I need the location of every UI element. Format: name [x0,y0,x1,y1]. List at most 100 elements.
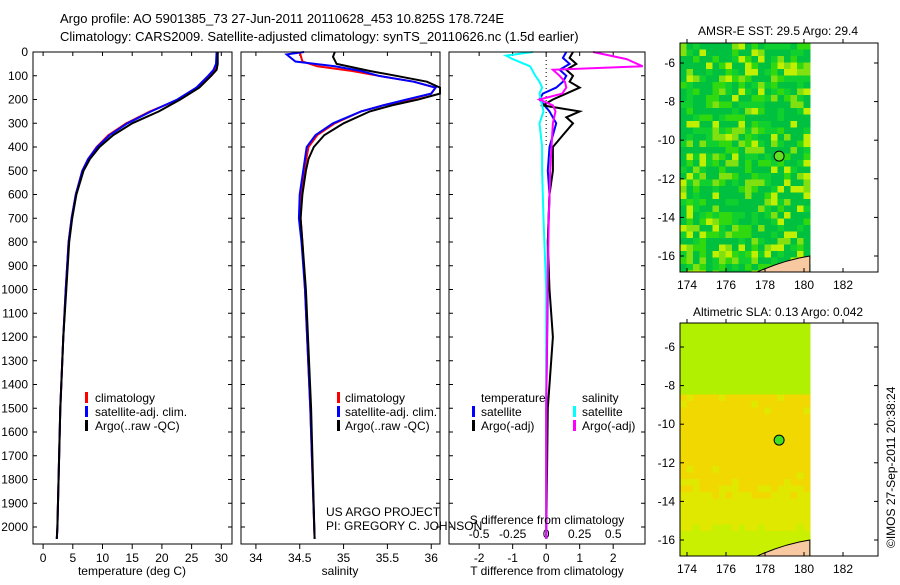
map-cell [699,368,707,376]
map-cell [686,355,694,363]
map-cell [686,433,694,441]
map-cell [738,101,746,109]
map-cell [680,453,687,460]
map-cell [764,505,772,512]
land-fiji [756,255,811,273]
map-cell [686,531,694,538]
map-cell [758,407,765,415]
map-cell [758,199,765,206]
map-cell [784,186,791,193]
map-cell [745,153,752,161]
map-cell [732,524,739,532]
map-cell [732,498,739,506]
map-cell [764,453,772,460]
map-cell [797,375,804,382]
map-cell [803,173,811,180]
map-cell [771,388,778,395]
map-cell [745,323,752,330]
map-cell [797,362,804,369]
map-cell [764,498,772,506]
map-cell [771,205,778,213]
map-cell [797,433,804,441]
map-cell [706,505,713,512]
map-cell [771,498,778,506]
map-cell [732,192,739,200]
map-cell [797,173,804,180]
map-cell [680,205,687,213]
map-cell [699,414,707,421]
map-cell [745,69,752,76]
map-cell [797,186,804,193]
map-cell [797,394,804,402]
map-cell [738,121,746,128]
map-cell [764,244,772,252]
map-cell [738,466,746,473]
map-cell [777,69,785,76]
map-cell [712,95,720,102]
map-cell [686,446,694,454]
legend-swatch-satellite [337,406,340,417]
map-cell [745,453,752,460]
map-cell [758,524,765,532]
map-cell [699,459,707,467]
map-cell [784,485,791,493]
map-cell [784,388,791,395]
map-cell [745,388,752,395]
map-cell [758,453,765,460]
map-cell [693,427,700,434]
map-cell [751,192,759,200]
map-cell [680,166,687,174]
map-cell [751,101,759,109]
map-cell [784,492,791,499]
map-cell [803,524,811,532]
map-cell [751,134,759,141]
map-cell [745,218,752,226]
map-cell [725,349,733,356]
map-cell [719,205,726,213]
map-cell [686,231,694,239]
map-cell [693,88,700,96]
map-cell [764,440,772,447]
map-cell [777,114,785,122]
map-cell [738,127,746,135]
map-cell [686,62,694,70]
map-cell [686,362,694,369]
map-cell [693,212,700,219]
map-cell [758,518,765,525]
map-cell [719,511,726,519]
map-cell [790,82,798,89]
map-cell [693,140,700,148]
map-cell [732,212,739,219]
map-cell [771,101,778,109]
map-cell [725,323,733,330]
y-tick-label: 700 [8,211,28,225]
map-cell [745,459,752,467]
map-cell [784,446,791,454]
map-cell [719,127,726,135]
map-cell [725,459,733,467]
map-cell [719,414,726,421]
map-cell [745,205,752,213]
map-cell [803,166,811,174]
map-cell [771,453,778,460]
map-cell [803,69,811,76]
x-tick-label: 2 [610,551,617,565]
map-cell [764,251,772,258]
map-cell [706,62,713,70]
map-cell [777,231,785,239]
map-cell [784,511,791,519]
map-cell [751,492,759,499]
map-cell [732,518,739,525]
map-cell [706,388,713,395]
map-cell [738,505,746,512]
map-cell [797,355,804,363]
map-cell [797,342,804,350]
map-cell [751,401,759,408]
float-location-marker [773,434,785,446]
map-cell [751,375,759,382]
map-cell [680,323,687,330]
map-cell [719,323,726,330]
map-cell [712,75,720,83]
map-cell [803,349,811,356]
map-cell [771,414,778,421]
